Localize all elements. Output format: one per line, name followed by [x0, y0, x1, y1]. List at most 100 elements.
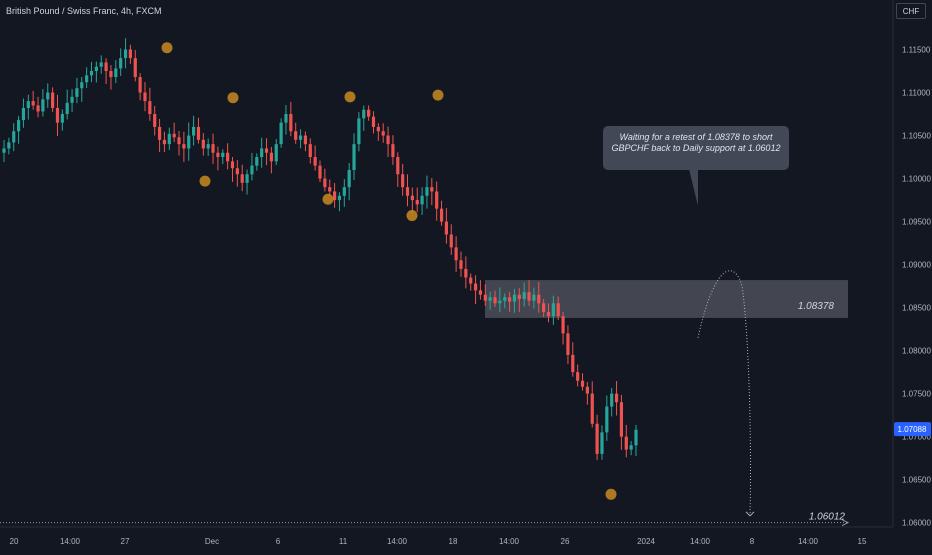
- candle-up[interactable]: [357, 118, 361, 145]
- candle-down[interactable]: [226, 152, 230, 162]
- candle-down[interactable]: [435, 191, 439, 209]
- candle-up[interactable]: [522, 292, 526, 300]
- candle-up[interactable]: [605, 406, 609, 433]
- candle-down[interactable]: [444, 221, 448, 235]
- candle-down[interactable]: [308, 144, 312, 158]
- candle-down[interactable]: [381, 131, 385, 136]
- candle-up[interactable]: [41, 99, 45, 112]
- candle-down[interactable]: [571, 354, 575, 373]
- candle-down[interactable]: [153, 114, 157, 127]
- candle-down[interactable]: [410, 195, 414, 201]
- candle-down[interactable]: [264, 148, 269, 153]
- candle-up[interactable]: [352, 144, 356, 170]
- candle-down[interactable]: [439, 208, 444, 222]
- candle-down[interactable]: [459, 260, 463, 269]
- candle-down[interactable]: [483, 294, 487, 301]
- candle-down[interactable]: [162, 139, 167, 145]
- candle-up[interactable]: [298, 135, 303, 140]
- candle-down[interactable]: [201, 139, 205, 149]
- candle-down[interactable]: [294, 131, 298, 140]
- candle-down[interactable]: [624, 436, 628, 450]
- candle-down[interactable]: [148, 101, 152, 115]
- candle-down[interactable]: [561, 316, 565, 334]
- candle-down[interactable]: [196, 126, 201, 140]
- candle-up[interactable]: [284, 114, 288, 123]
- candle-down[interactable]: [128, 49, 132, 59]
- candle-down[interactable]: [332, 191, 337, 201]
- candle-down[interactable]: [614, 393, 619, 403]
- candle-up[interactable]: [610, 393, 614, 407]
- candle-down[interactable]: [405, 187, 410, 196]
- candle-up[interactable]: [26, 101, 30, 109]
- candle-up[interactable]: [65, 102, 69, 115]
- candle-down[interactable]: [391, 144, 395, 158]
- candle-up[interactable]: [94, 66, 98, 72]
- candle-up[interactable]: [342, 187, 346, 196]
- candle-up[interactable]: [99, 62, 103, 67]
- candle-up[interactable]: [114, 68, 118, 78]
- candle-down[interactable]: [109, 71, 113, 78]
- candle-down[interactable]: [51, 92, 55, 109]
- candle-up[interactable]: [75, 88, 79, 97]
- candle-down[interactable]: [386, 135, 390, 145]
- candle-up[interactable]: [634, 429, 638, 446]
- candle-up[interactable]: [221, 152, 225, 158]
- candle-down[interactable]: [493, 297, 497, 304]
- candle-down[interactable]: [328, 187, 332, 192]
- candle-up[interactable]: [46, 92, 50, 100]
- candle-down[interactable]: [546, 311, 551, 317]
- candle-down[interactable]: [464, 268, 468, 278]
- candle-up[interactable]: [532, 294, 536, 301]
- candle-down[interactable]: [527, 292, 531, 301]
- candle-down[interactable]: [556, 303, 560, 317]
- candle-down[interactable]: [323, 178, 327, 188]
- candle-up[interactable]: [80, 82, 84, 89]
- candle-up[interactable]: [12, 131, 16, 143]
- candle-up[interactable]: [89, 71, 94, 76]
- candle-down[interactable]: [235, 168, 239, 175]
- candle-down[interactable]: [104, 62, 108, 72]
- candle-down[interactable]: [313, 157, 317, 166]
- candle-down[interactable]: [619, 402, 624, 437]
- candle-up[interactable]: [245, 174, 249, 183]
- candle-down[interactable]: [508, 297, 512, 302]
- candle-up[interactable]: [85, 75, 89, 83]
- candle-up[interactable]: [16, 120, 21, 132]
- candle-up[interactable]: [347, 169, 351, 188]
- candle-up[interactable]: [600, 432, 604, 454]
- candle-down[interactable]: [430, 187, 434, 192]
- candle-up[interactable]: [206, 144, 210, 149]
- candle-up[interactable]: [60, 114, 64, 123]
- resistance-zone[interactable]: [485, 280, 848, 318]
- candle-down[interactable]: [376, 126, 380, 132]
- candle-up[interactable]: [21, 108, 26, 121]
- candle-down[interactable]: [595, 423, 599, 454]
- candle-down[interactable]: [517, 294, 521, 300]
- candle-down[interactable]: [177, 137, 181, 145]
- candle-up[interactable]: [512, 294, 517, 302]
- candle-down[interactable]: [269, 152, 273, 162]
- candle-up[interactable]: [279, 122, 283, 145]
- candle-down[interactable]: [216, 152, 220, 158]
- candle-up[interactable]: [255, 157, 259, 166]
- candle-up[interactable]: [488, 297, 492, 301]
- candle-down[interactable]: [289, 114, 293, 132]
- candle-up[interactable]: [119, 58, 123, 69]
- candle-down[interactable]: [454, 247, 458, 261]
- candle-down[interactable]: [449, 234, 453, 248]
- candle-up[interactable]: [498, 300, 502, 304]
- candle-down[interactable]: [133, 58, 137, 78]
- candle-down[interactable]: [157, 126, 162, 140]
- candle-down[interactable]: [537, 294, 541, 304]
- candle-up[interactable]: [362, 109, 366, 119]
- candle-down[interactable]: [566, 333, 570, 355]
- candle-down[interactable]: [473, 283, 478, 291]
- candle-down[interactable]: [396, 157, 400, 175]
- candle-up[interactable]: [274, 144, 278, 162]
- candle-down[interactable]: [143, 92, 147, 102]
- candle-up[interactable]: [337, 195, 342, 201]
- candle-up[interactable]: [167, 133, 171, 145]
- candle-down[interactable]: [182, 144, 186, 149]
- candle-up[interactable]: [503, 297, 507, 301]
